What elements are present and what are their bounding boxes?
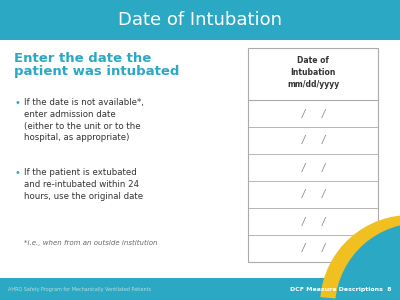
Text: /: /: [321, 163, 325, 172]
Wedge shape: [335, 223, 400, 300]
Text: Intubation: Intubation: [290, 68, 336, 77]
Text: Enter the date the: Enter the date the: [14, 52, 151, 65]
Text: /: /: [301, 163, 305, 172]
Text: If the date is not available*,
enter admission date
(either to the unit or to th: If the date is not available*, enter adm…: [24, 98, 144, 142]
Text: mm/dd/yyyy: mm/dd/yyyy: [287, 80, 339, 89]
Text: Date of Intubation: Date of Intubation: [118, 11, 282, 29]
Text: /: /: [301, 136, 305, 146]
Text: Date of: Date of: [297, 56, 329, 65]
Text: •: •: [14, 98, 20, 108]
Text: /: /: [301, 244, 305, 254]
Text: /: /: [301, 190, 305, 200]
Text: /: /: [321, 217, 325, 226]
Text: If the patient is extubated
and re-intubated within 24
hours, use the original d: If the patient is extubated and re-intub…: [24, 168, 143, 201]
Text: /: /: [321, 136, 325, 146]
Text: /: /: [321, 109, 325, 118]
Text: patient was intubated: patient was intubated: [14, 65, 179, 78]
Text: /: /: [321, 244, 325, 254]
FancyBboxPatch shape: [0, 278, 400, 300]
Text: /: /: [301, 217, 305, 226]
Text: •: •: [14, 168, 20, 178]
Text: DCF Measure Descriptions  8: DCF Measure Descriptions 8: [290, 286, 392, 292]
FancyBboxPatch shape: [0, 0, 400, 40]
FancyBboxPatch shape: [248, 48, 378, 262]
Wedge shape: [320, 215, 400, 300]
Text: /: /: [301, 109, 305, 118]
Text: *i.e., when from an outside institution: *i.e., when from an outside institution: [24, 240, 158, 246]
Text: /: /: [321, 190, 325, 200]
Text: AHRQ Safety Program for Mechanically Ventilated Patients: AHRQ Safety Program for Mechanically Ven…: [8, 286, 151, 292]
